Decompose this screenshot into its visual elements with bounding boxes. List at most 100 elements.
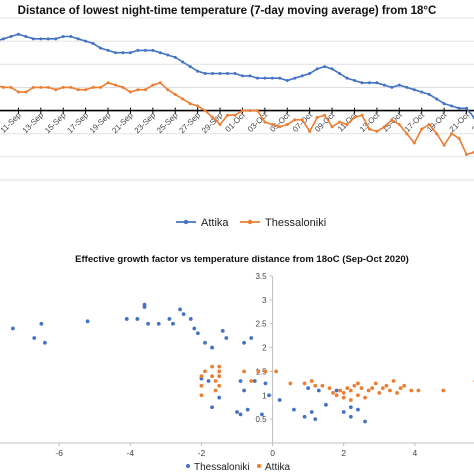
scatter-point-thessaloniki <box>334 388 339 393</box>
line-point-attika <box>308 72 312 76</box>
scatter-point-attika <box>249 379 254 383</box>
line-point-thessaloniki <box>16 90 20 94</box>
line-point-attika <box>353 78 356 82</box>
line-point-thessaloniki <box>397 122 401 126</box>
line-point-thessaloniki <box>121 85 125 89</box>
scatter-point-attika <box>217 383 222 388</box>
line-point-thessaloniki <box>196 104 200 108</box>
scatter-point-attika <box>409 388 414 393</box>
scatter-point-thessaloniki <box>188 317 193 321</box>
scatter-point-attika <box>217 364 222 369</box>
line-point-thessaloniki <box>99 85 103 89</box>
scatter-point-thessaloniki <box>252 379 257 383</box>
scatter-y-tick-label: 2.5 <box>255 320 267 329</box>
legend-scatter-attika-marker <box>257 464 261 468</box>
line-chart-title: Distance of lowest night-time temperatur… <box>18 5 437 17</box>
line-point-thessaloniki <box>128 90 132 94</box>
legend-thessaloniki-label: Thessaloniki <box>265 217 326 229</box>
line-point-thessaloniki <box>240 109 244 113</box>
line-point-attika <box>397 83 401 87</box>
line-point-attika <box>263 76 267 80</box>
scatter-point-thessaloniki <box>11 326 15 331</box>
scatter-y-tick-label: 0.5 <box>255 415 267 424</box>
line-point-thessaloniki <box>382 125 386 129</box>
line-point-thessaloniki <box>367 127 371 131</box>
scatter-point-thessaloniki <box>85 319 90 324</box>
scatter-point-attika <box>309 379 314 383</box>
line-point-thessaloniki <box>285 122 289 126</box>
line-point-thessaloniki <box>442 143 446 147</box>
line-point-attika <box>196 69 200 73</box>
line-point-thessaloniki <box>188 102 192 106</box>
scatter-point-thessaloniki <box>348 405 353 410</box>
line-point-attika <box>61 35 65 39</box>
scatter-point-thessaloniki <box>356 407 360 412</box>
scatter-point-attika <box>356 393 360 398</box>
scatter-point-thessaloniki <box>341 410 346 414</box>
scatter-x-tick-label: 0 <box>270 448 275 458</box>
scatter-point-attika <box>341 391 346 395</box>
line-point-thessaloniki <box>76 88 80 92</box>
scatter-point-thessaloniki <box>267 393 271 398</box>
line-point-thessaloniki <box>412 141 416 145</box>
line-point-attika <box>240 74 244 78</box>
line-point-attika <box>420 90 424 94</box>
line-point-attika <box>278 76 282 80</box>
line-point-thessaloniki <box>255 109 259 113</box>
line-point-attika <box>315 67 319 71</box>
scatter-point-thessaloniki <box>363 419 367 424</box>
line-point-attika <box>84 39 88 43</box>
line-point-attika <box>188 65 192 69</box>
scatter-point-attika <box>302 381 307 386</box>
line-point-attika <box>166 53 170 57</box>
scatter-x-tick-label: 2 <box>341 448 346 458</box>
line-point-attika <box>465 106 469 110</box>
line-point-thessaloniki <box>114 83 117 87</box>
scatter-point-attika <box>313 383 318 388</box>
scatter-point-attika <box>388 388 392 393</box>
scatter-point-attika <box>402 383 407 388</box>
line-point-thessaloniki <box>69 85 73 89</box>
line-point-attika <box>24 35 28 39</box>
line-point-attika <box>203 72 207 76</box>
line-point-attika <box>226 72 230 76</box>
line-point-attika <box>173 55 177 59</box>
scatter-point-attika <box>210 374 215 379</box>
scatter-point-thessaloniki <box>324 402 328 407</box>
line-point-thessaloniki <box>31 85 35 89</box>
scatter-point-attika <box>274 369 279 374</box>
line-point-thessaloniki <box>136 88 140 92</box>
scatter-point-thessaloniki <box>192 326 197 331</box>
line-point-thessaloniki <box>233 113 237 117</box>
scatter-point-attika <box>199 393 204 398</box>
scatter-chart-legend: Thessaloniki Attika <box>186 462 290 473</box>
scatter-point-attika <box>366 388 371 393</box>
line-point-attika <box>151 48 155 52</box>
line-point-attika <box>255 76 259 80</box>
scatter-point-thessaloniki <box>210 405 215 410</box>
scatter-point-attika <box>213 388 218 393</box>
scatter-point-thessaloniki <box>306 386 311 391</box>
scatter-point-thessaloniki <box>124 317 129 321</box>
line-chart-legend: Attika Thessaloniki <box>176 217 326 229</box>
line-point-attika <box>248 74 252 78</box>
scatter-y-tick-label: 2 <box>262 344 267 353</box>
scatter-point-thessaloniki <box>135 317 140 321</box>
line-point-attika <box>1 37 5 41</box>
scatter-point-thessaloniki <box>224 336 229 340</box>
line-point-attika <box>382 83 386 87</box>
scatter-point-thessaloniki <box>39 321 44 326</box>
line-point-thessaloniki <box>293 118 297 122</box>
scatter-point-attika <box>391 379 396 383</box>
scatter-point-thessaloniki <box>206 379 211 383</box>
line-point-attika <box>427 92 431 96</box>
scatter-point-attika <box>441 388 446 393</box>
line-point-thessaloniki <box>345 122 349 126</box>
scatter-point-attika <box>199 374 204 379</box>
scatter-point-attika <box>395 391 399 395</box>
line-point-attika <box>31 37 35 41</box>
scatter-point-attika <box>348 398 353 402</box>
line-point-thessaloniki <box>450 132 454 136</box>
scatter-point-attika <box>359 386 364 391</box>
